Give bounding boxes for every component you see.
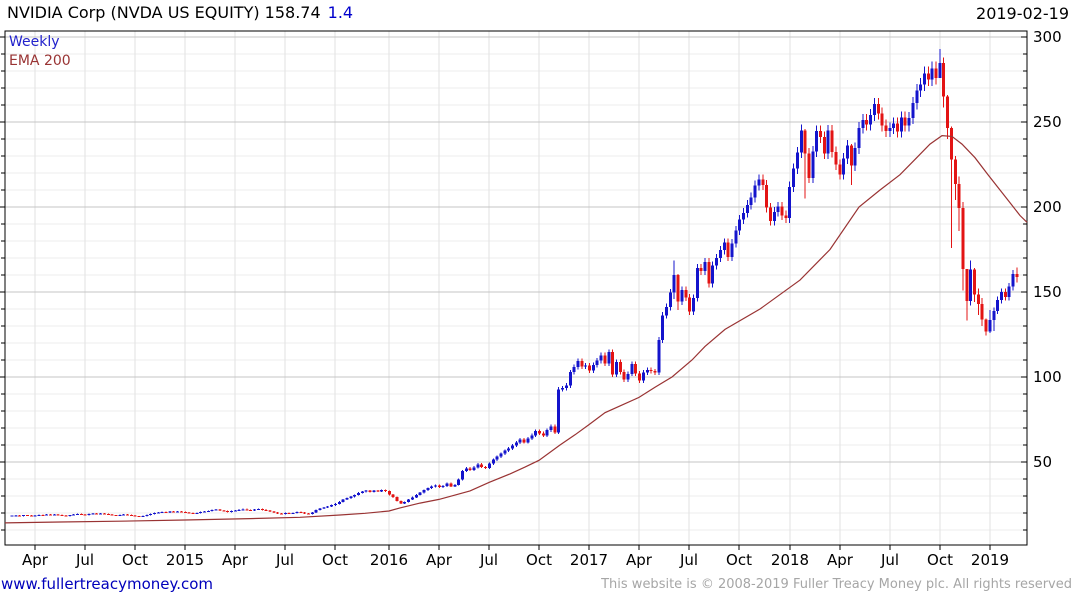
axis-label: 2017 — [570, 551, 608, 569]
plot-frame — [4, 30, 1028, 546]
legend-ema-label: EMA 200 — [9, 53, 71, 69]
axis-label: 150 — [1033, 283, 1062, 301]
axis-label: 2016 — [370, 551, 408, 569]
axis-label: Apr — [222, 551, 249, 569]
copyright-notice: This website is © 2008-2019 Fuller Treac… — [601, 577, 1072, 592]
price-change: 1.4 — [327, 3, 354, 22]
chart-title: NVIDIA Corp (NVDA US EQUITY) 158.74 1.4 — [7, 3, 353, 22]
axis-label: Jul — [880, 551, 899, 569]
axis-label: Oct — [122, 551, 148, 569]
axis-label: Oct — [726, 551, 752, 569]
instrument-title: NVIDIA Corp (NVDA US EQUITY) 158.74 — [7, 3, 321, 22]
axis-label: Jul — [275, 551, 294, 569]
axis-label: Oct — [927, 551, 953, 569]
axis-label: Jul — [479, 551, 498, 569]
axis-label: 2015 — [166, 551, 204, 569]
axis-label: Oct — [526, 551, 552, 569]
axis-label: Oct — [322, 551, 348, 569]
site-link[interactable]: www.fullertreacymoney.com — [1, 575, 214, 593]
axis-label: 250 — [1033, 113, 1062, 131]
gridlines — [5, 31, 1027, 545]
axis-label: 100 — [1033, 368, 1062, 386]
y-axis-labels: 50 100 150 200 250 300 — [1033, 28, 1062, 471]
ema-line — [4, 134, 1028, 524]
axis-label: Jul — [75, 551, 94, 569]
axis-label: Apr — [22, 551, 49, 569]
axis-label: Apr — [626, 551, 653, 569]
chart-date: 2019-02-19 — [976, 4, 1069, 23]
chart-legend: Weekly EMA 200 — [9, 33, 71, 71]
axis-label: 200 — [1033, 198, 1062, 216]
x-axis-labels: Apr Jul Oct 2015 Apr Jul Oct 2016 Apr Jul Oct 2017 A… — [22, 551, 1009, 569]
axis-ticks — [0, 36, 1027, 550]
axis-label: Apr — [426, 551, 453, 569]
axis-label: Jul — [679, 551, 698, 569]
axis-label: 2018 — [771, 551, 809, 569]
axis-label: 300 — [1033, 28, 1062, 46]
axis-label: 2019 — [971, 551, 1009, 569]
legend-weekly-label: Weekly — [9, 34, 60, 50]
candlestick-series — [10, 49, 1019, 518]
axis-label: Apr — [827, 551, 854, 569]
axis-label: 50 — [1033, 453, 1052, 471]
